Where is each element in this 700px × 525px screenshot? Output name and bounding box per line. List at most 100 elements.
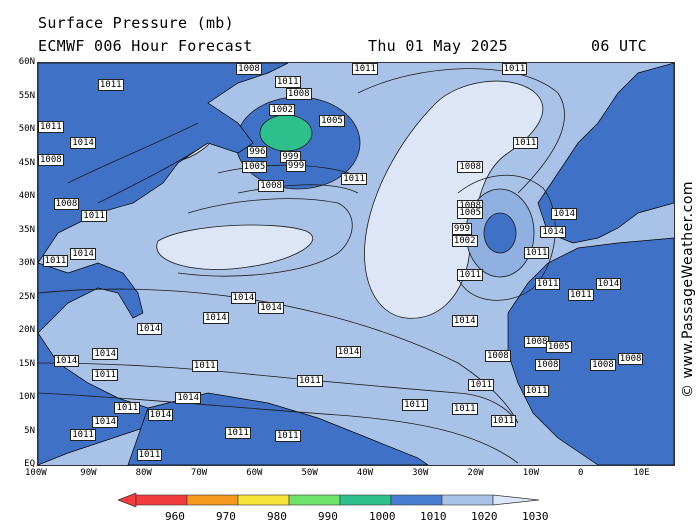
lat-label: EQ bbox=[24, 459, 35, 469]
lon-label: 60W bbox=[246, 468, 263, 478]
forecast-date: Thu 01 May 2025 bbox=[368, 37, 508, 55]
low-980-990 bbox=[259, 114, 313, 152]
pressure-label: 999 bbox=[451, 223, 473, 236]
pressure-label: 1005 bbox=[241, 160, 268, 173]
pressure-label: 1008 bbox=[485, 349, 511, 362]
lat-label: 40N bbox=[18, 191, 35, 201]
pressure-label: 1011 bbox=[451, 402, 478, 415]
pressure-label: 1014 bbox=[258, 301, 284, 314]
pressure-label: 1002 bbox=[269, 103, 296, 116]
pressure-label: 1008 bbox=[617, 353, 644, 366]
pressure-label: 1011 bbox=[352, 63, 378, 75]
forecast-time: 06 UTC bbox=[591, 37, 647, 55]
pressure-label: 1011 bbox=[457, 269, 484, 282]
pressure-map[interactable]: 1008 1011 1011 1011 1008 1002 1005 996 999 1005 99… bbox=[37, 62, 675, 466]
pressure-label: 1011 bbox=[38, 121, 64, 134]
pressure-label: 1011 bbox=[490, 414, 517, 427]
scale-segment bbox=[390, 494, 443, 506]
high-pressure-zone-west bbox=[156, 224, 314, 270]
lon-label: 10E bbox=[633, 468, 650, 478]
pressure-label: 1014 bbox=[202, 311, 229, 324]
pressure-label: 1014 bbox=[230, 291, 257, 304]
lat-label: 50N bbox=[18, 124, 35, 134]
scale-segment bbox=[288, 494, 341, 506]
scale-segment bbox=[186, 494, 239, 506]
pressure-label: 996 bbox=[247, 146, 268, 159]
lat-label: 45N bbox=[18, 157, 35, 168]
lon-label: 10W bbox=[522, 468, 539, 478]
pressure-label: 1011 bbox=[523, 247, 550, 260]
scale-label: 970 bbox=[216, 510, 236, 523]
pressure-label: 1014 bbox=[92, 348, 119, 361]
high-pressure-zone-central bbox=[364, 80, 544, 319]
lon-label: 90W bbox=[80, 468, 97, 478]
pressure-label: 1011 bbox=[136, 448, 163, 461]
pressure-color-scale bbox=[118, 493, 540, 507]
lon-label: 40W bbox=[356, 468, 374, 478]
pressure-label: 1008 bbox=[38, 154, 64, 167]
pressure-label: 1014 bbox=[70, 137, 96, 150]
scale-segment bbox=[441, 494, 494, 506]
scale-segment bbox=[135, 494, 188, 506]
pressure-label: 1014 bbox=[92, 416, 119, 429]
pressure-label: 1014 bbox=[175, 392, 201, 404]
lon-label: 70W bbox=[190, 468, 208, 478]
pressure-label: 1011 bbox=[70, 428, 96, 441]
lat-label: 55N bbox=[18, 90, 35, 101]
model-forecast-line: ECMWF 006 Hour Forecast bbox=[38, 37, 253, 55]
pressure-label: 1014 bbox=[540, 225, 567, 238]
pressure-label: 1005 bbox=[319, 115, 345, 128]
pressure-label: 999 bbox=[285, 160, 307, 173]
scale-label: 1000 bbox=[369, 510, 396, 523]
watermark: © www.PassageWeather.com bbox=[680, 180, 696, 398]
lat-label: 30N bbox=[18, 258, 35, 268]
map-canvas bbox=[38, 63, 674, 465]
pressure-label: 1005 bbox=[457, 207, 484, 220]
pressure-label: 1002 bbox=[451, 235, 478, 248]
pressure-label: 1011 bbox=[42, 255, 69, 268]
pressure-label: 1008 bbox=[53, 197, 80, 210]
chart-title: Surface Pressure (mb) bbox=[38, 14, 234, 32]
scale-segment bbox=[237, 494, 290, 506]
lon-label: 30W bbox=[412, 468, 429, 478]
scale-label: 1010 bbox=[420, 510, 447, 523]
pressure-label: 1008 bbox=[534, 358, 561, 371]
lat-label: 20N bbox=[18, 325, 35, 335]
south-america-land bbox=[127, 392, 429, 465]
pressure-label: 1014 bbox=[136, 322, 163, 335]
azores-low-inner bbox=[483, 212, 517, 254]
pressure-label: 1014 bbox=[70, 247, 96, 260]
pressure-label: 1008 bbox=[236, 63, 262, 75]
pressure-label: 1011 bbox=[501, 63, 528, 75]
europe-land bbox=[537, 63, 674, 244]
pressure-label: 1011 bbox=[534, 278, 561, 291]
lon-label: 20W bbox=[467, 468, 484, 478]
lat-label: 10N bbox=[18, 392, 35, 402]
pressure-label: 1011 bbox=[191, 359, 218, 372]
scale-segment bbox=[339, 494, 392, 506]
pressure-label: 1011 bbox=[402, 398, 428, 411]
lon-label: 50W bbox=[301, 468, 318, 478]
lat-label: 60N bbox=[18, 57, 35, 67]
lon-label: 0 bbox=[578, 468, 584, 478]
pressure-label: 1014 bbox=[147, 408, 174, 421]
pressure-label: 1014 bbox=[451, 314, 478, 327]
pressure-label: 1008 bbox=[590, 358, 616, 371]
lon-label: 80W bbox=[135, 468, 152, 478]
scale-min-arrow bbox=[118, 493, 137, 507]
pressure-label: 1014 bbox=[53, 355, 80, 368]
pressure-label: 1011 bbox=[225, 426, 251, 439]
lat-label: 35N bbox=[18, 224, 35, 235]
pressure-label: 1011 bbox=[512, 137, 539, 150]
pressure-label: 1008 bbox=[258, 179, 284, 192]
pressure-label: 1005 bbox=[545, 341, 572, 354]
north-america-land bbox=[38, 63, 289, 264]
florida-gulf-land bbox=[38, 262, 144, 334]
lon-label: 100W bbox=[25, 468, 47, 478]
scale-label: 980 bbox=[267, 510, 287, 523]
pressure-label: 1011 bbox=[468, 378, 495, 391]
scale-label: 960 bbox=[165, 510, 185, 523]
pressure-label: 1011 bbox=[567, 289, 594, 302]
pressure-label: 1011 bbox=[114, 402, 141, 415]
pressure-label: 1008 bbox=[285, 88, 312, 101]
